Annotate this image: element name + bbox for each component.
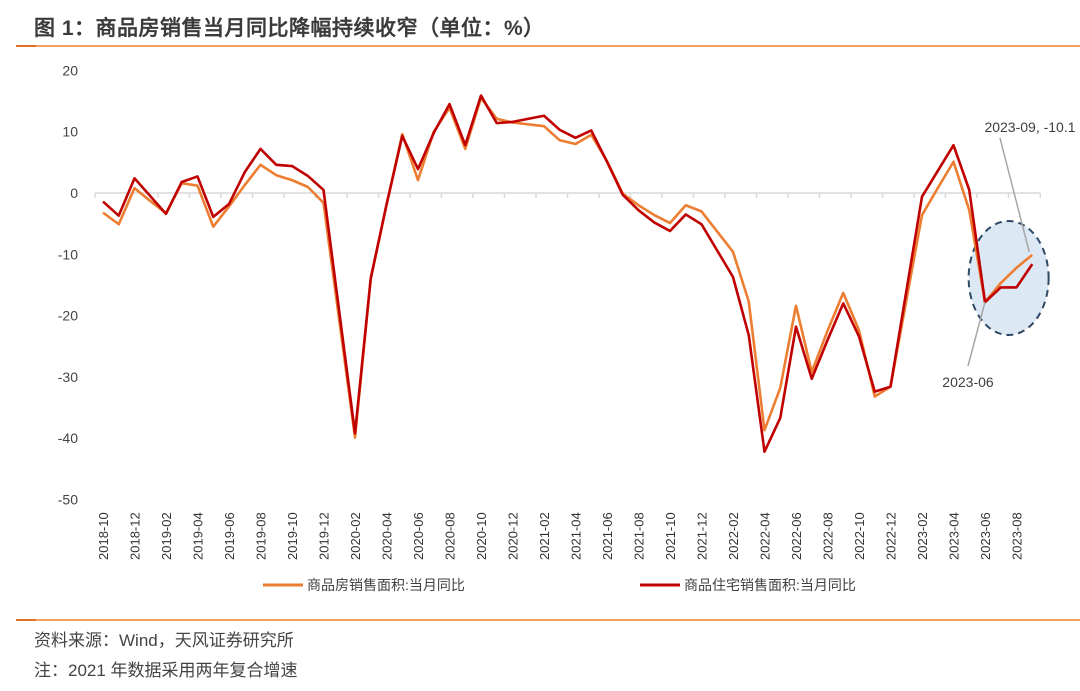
y-tick-label: 0 [70, 185, 78, 201]
footnote-text: 注：2021 年数据采用两年复合增速 [34, 661, 298, 680]
x-tick-label: 2021-06 [600, 512, 615, 560]
x-tick-label: 2020-12 [506, 512, 521, 560]
footer-divider [16, 619, 1080, 621]
figure-title: 图 1：商品房销售当月同比降幅持续收窄（单位：%） [34, 17, 545, 40]
title-divider [16, 45, 1080, 47]
legend-label: 商品房销售面积:当月同比 [307, 577, 465, 593]
x-tick-label: 2023-06 [978, 512, 993, 560]
y-tick-label: -30 [58, 369, 78, 385]
y-tick-label: 10 [62, 124, 78, 140]
annotation-leader [999, 137, 1030, 253]
x-tick-label: 2020-06 [411, 512, 426, 560]
x-tick-label: 2020-04 [380, 512, 395, 560]
x-tick-label: 2022-08 [821, 512, 836, 560]
series-line-2 [102, 94, 1034, 453]
y-tick-label: -20 [58, 308, 78, 324]
x-tick-label: 2023-08 [1010, 512, 1025, 560]
x-tick-label: 2023-02 [915, 512, 930, 560]
x-tick-label: 2022-10 [852, 512, 867, 560]
y-tick-label: -50 [58, 492, 78, 508]
y-tick-label: 20 [62, 62, 78, 78]
x-tick-label: 2019-08 [254, 512, 269, 560]
series-line-1 [102, 96, 1034, 439]
x-tick-label: 2021-04 [569, 512, 584, 560]
x-tick-label: 2022-12 [884, 512, 899, 560]
annotation-leader [967, 301, 986, 367]
x-tick-label: 2023-04 [947, 512, 962, 560]
source-text: 资料来源：Wind，天风证券研究所 [34, 631, 294, 650]
x-tick-label: 2018-12 [128, 512, 143, 560]
x-tick-label: 2019-12 [317, 512, 332, 560]
annotation-label: 2023-06 [942, 374, 994, 390]
y-tick-label: -40 [58, 430, 78, 446]
legend-label: 商品住宅销售面积:当月同比 [684, 577, 856, 593]
x-tick-label: 2019-06 [222, 512, 237, 560]
x-tick-label: 2018-10 [96, 512, 111, 560]
x-tick-label: 2019-04 [191, 512, 206, 560]
x-tick-label: 2020-10 [474, 512, 489, 560]
line-chart: 20 10 0 -10 -20 -30 -40 -50 2018-10 2018-12 2019-0… [58, 62, 1076, 593]
y-tick-label: -10 [58, 246, 78, 262]
x-tick-label: 2021-12 [695, 512, 710, 560]
x-tick-label: 2020-08 [443, 512, 458, 560]
annotation-label: 2023-09, -10.1 [984, 119, 1075, 135]
x-tick-label: 2021-02 [537, 512, 552, 560]
x-tick-label: 2019-10 [285, 512, 300, 560]
x-tick-label: 2020-02 [348, 512, 363, 560]
x-tick-label: 2022-04 [758, 512, 773, 560]
x-tick-label: 2022-02 [726, 512, 741, 560]
x-tick-label: 2022-06 [789, 512, 804, 560]
x-tick-label: 2019-02 [159, 512, 174, 560]
x-tick-label: 2021-10 [663, 512, 678, 560]
x-tick-label: 2021-08 [632, 512, 647, 560]
